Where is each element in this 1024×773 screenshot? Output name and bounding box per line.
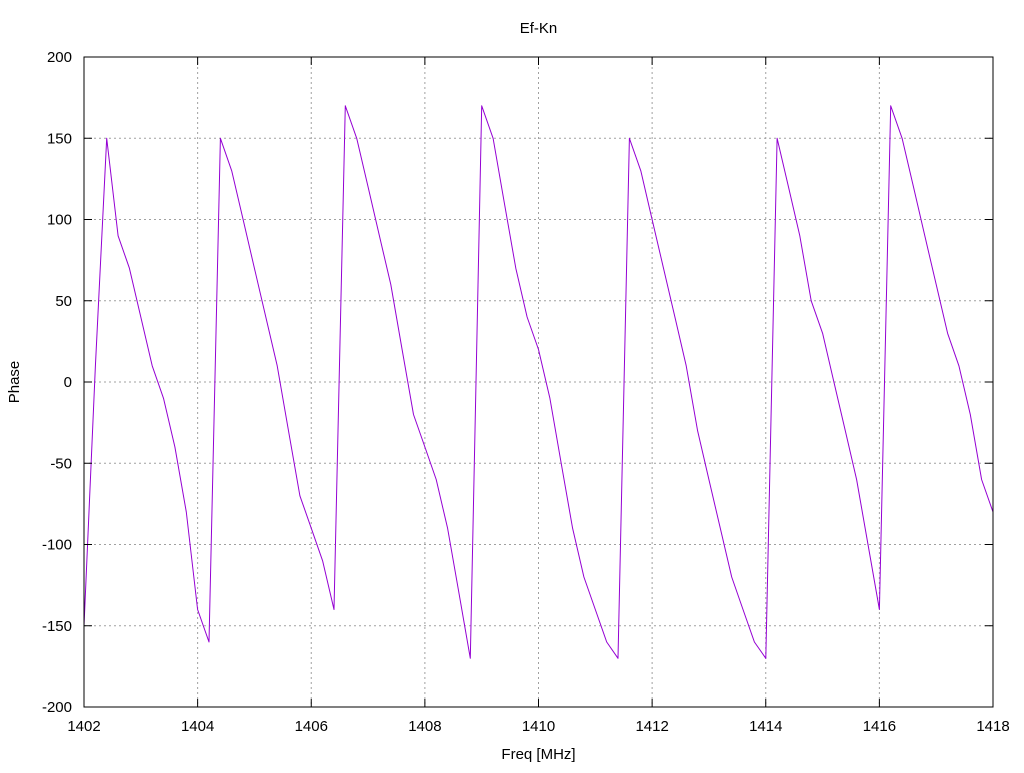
y-tick-label: -150 bbox=[42, 618, 72, 635]
y-tick-label: 50 bbox=[55, 293, 72, 310]
y-tick-label: -200 bbox=[42, 699, 72, 716]
y-axis-label: Phase bbox=[6, 361, 23, 404]
x-tick-label: 1412 bbox=[635, 718, 668, 735]
x-axis-label: Freq [MHz] bbox=[501, 746, 575, 763]
x-tick-label: 1418 bbox=[976, 718, 1009, 735]
x-tick-label: 1416 bbox=[863, 718, 896, 735]
series-line-0 bbox=[83, 105, 994, 659]
x-tick-label: 1410 bbox=[522, 718, 555, 735]
x-tick-label: 1404 bbox=[181, 718, 214, 735]
x-tick-label: 1408 bbox=[408, 718, 441, 735]
y-tick-label: 0 bbox=[64, 374, 72, 391]
y-tick-label: 100 bbox=[47, 212, 72, 229]
x-tick-label: 1414 bbox=[749, 718, 782, 735]
x-tick-label: 1402 bbox=[67, 718, 100, 735]
x-tick-label: 1406 bbox=[295, 718, 328, 735]
chart-title: Ef-Kn bbox=[520, 20, 558, 37]
y-tick-label: 200 bbox=[47, 49, 72, 66]
y-tick-label: -100 bbox=[42, 537, 72, 554]
y-tick-label: 150 bbox=[47, 130, 72, 147]
tick-labels: 1402 1404 1406 1408 1410 1412 1414 1416 1418 -200… bbox=[42, 49, 1010, 735]
tick-marks bbox=[83, 56, 994, 708]
series-layer bbox=[83, 105, 994, 659]
y-tick-label: -50 bbox=[50, 455, 72, 472]
